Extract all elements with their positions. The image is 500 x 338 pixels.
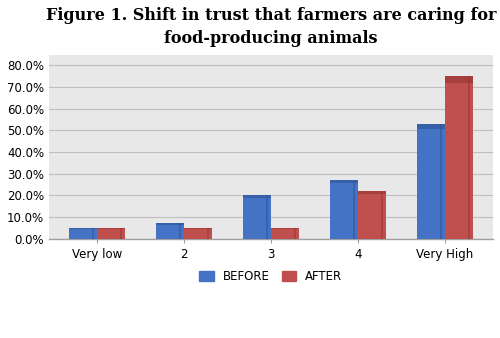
Bar	[97, 228, 125, 229]
Bar	[445, 76, 473, 239]
Bar	[69, 228, 97, 229]
Bar	[358, 191, 386, 239]
Bar	[243, 195, 271, 239]
Bar	[156, 223, 184, 239]
Bar	[271, 228, 299, 239]
Bar	[358, 191, 386, 239]
Bar	[243, 195, 271, 198]
Legend: BEFORE, AFTER: BEFORE, AFTER	[195, 265, 347, 288]
Bar	[69, 228, 97, 239]
Bar	[440, 124, 442, 239]
Bar	[417, 124, 445, 129]
Bar	[271, 228, 299, 229]
Bar	[417, 124, 445, 239]
Bar	[330, 180, 358, 183]
Bar	[178, 223, 181, 239]
Bar	[330, 180, 358, 239]
Bar	[243, 195, 271, 239]
Bar	[92, 228, 94, 239]
Bar	[156, 223, 184, 225]
Bar	[417, 124, 445, 239]
Bar	[358, 191, 386, 194]
Bar	[352, 180, 355, 239]
Bar	[184, 228, 212, 229]
Bar	[294, 228, 296, 239]
Bar	[330, 180, 358, 239]
Bar	[380, 191, 383, 239]
Bar	[184, 228, 212, 239]
Bar	[271, 228, 299, 239]
Bar	[445, 76, 473, 83]
Bar	[120, 228, 122, 239]
Bar	[266, 195, 268, 239]
Bar	[97, 228, 125, 239]
Title: Figure 1. Shift in trust that farmers are caring for
food-producing animals: Figure 1. Shift in trust that farmers ar…	[46, 7, 496, 47]
Bar	[97, 228, 125, 239]
Bar	[445, 76, 473, 239]
Bar	[69, 228, 97, 239]
Bar	[156, 223, 184, 239]
Bar	[468, 76, 470, 239]
Bar	[206, 228, 209, 239]
Bar	[184, 228, 212, 239]
